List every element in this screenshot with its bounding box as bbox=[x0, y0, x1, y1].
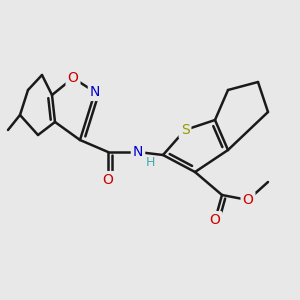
Text: O: O bbox=[103, 173, 113, 187]
Text: O: O bbox=[210, 213, 220, 227]
Text: S: S bbox=[181, 123, 189, 137]
Text: N: N bbox=[90, 85, 100, 99]
Text: O: O bbox=[68, 71, 78, 85]
Text: O: O bbox=[243, 193, 254, 207]
Text: N: N bbox=[133, 145, 143, 159]
Text: H: H bbox=[145, 155, 155, 169]
